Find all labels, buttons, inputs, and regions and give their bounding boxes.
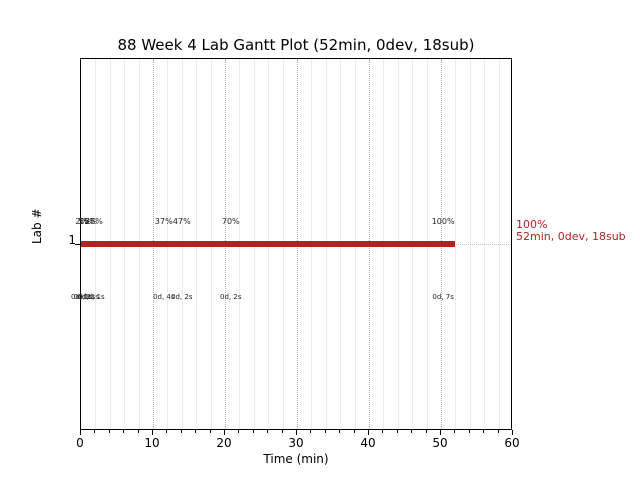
x-minor-tick-mark xyxy=(353,430,355,433)
x-tick-mark xyxy=(368,430,369,435)
chart-title: 88 Week 4 Lab Gantt Plot (52min, 0dev, 1… xyxy=(117,36,475,54)
x-minor-tick-mark xyxy=(166,430,168,433)
x-minor-tick-mark xyxy=(497,430,499,433)
x-minor-tick-mark xyxy=(411,430,413,433)
y-axis-label: Lab # xyxy=(30,208,44,244)
event-percent-label: 47% xyxy=(172,217,191,226)
event-devsub-label: 0d, 1s xyxy=(77,293,99,301)
x-tick-label: 40 xyxy=(360,436,376,450)
event-devsub-label: 0d, 2s xyxy=(171,293,193,301)
x-minor-tick-mark xyxy=(468,430,470,433)
event-percent-label: 100% xyxy=(431,217,455,226)
y-tick-mark xyxy=(75,244,80,245)
x-minor-tick-mark xyxy=(267,430,269,433)
x-tick-mark xyxy=(224,430,225,435)
x-minor-tick-mark xyxy=(209,430,211,433)
x-minor-tick-mark xyxy=(281,430,283,433)
x-tick-label: 10 xyxy=(144,436,160,450)
x-minor-tick-mark xyxy=(324,430,326,433)
event-devsub-label: 0d, 4s xyxy=(153,293,175,301)
x-tick-label: 50 xyxy=(432,436,448,450)
event-devsub-label: 0d, 1s xyxy=(83,293,105,301)
lab-progress-bar xyxy=(81,241,456,247)
event-devsub-label: 0d, 1s xyxy=(73,293,96,301)
x-tick-mark xyxy=(80,430,81,435)
x-minor-tick-mark xyxy=(483,430,485,433)
x-minor-tick-mark xyxy=(123,430,125,433)
event-devsub-label: 0d, 2s xyxy=(220,293,242,301)
x-tick-mark xyxy=(296,430,297,435)
x-tick-mark xyxy=(440,430,441,435)
x-minor-tick-mark xyxy=(252,430,254,433)
event-percent-label: 2% xyxy=(75,217,89,226)
event-percent-label: 28% xyxy=(85,217,103,226)
x-minor-tick-mark xyxy=(137,430,139,433)
event-percent-label: 5% xyxy=(78,217,91,226)
event-devsub-label: 0d, 7s xyxy=(432,293,454,301)
x-minor-tick-mark xyxy=(382,430,384,433)
completion-percent: 100% xyxy=(516,218,548,231)
y-tick-label: 1 xyxy=(68,233,76,247)
x-minor-tick-mark xyxy=(454,430,456,433)
x-minor-tick-mark xyxy=(310,430,312,433)
x-minor-tick-mark xyxy=(425,430,427,433)
x-minor-tick-mark xyxy=(238,430,240,433)
x-minor-tick-mark xyxy=(396,430,398,433)
x-tick-mark xyxy=(152,430,153,435)
completion-annotation: 100% 52min, 0dev, 18sub xyxy=(516,219,626,243)
x-tick-label: 20 xyxy=(216,436,232,450)
x-tick-label: 30 xyxy=(288,436,304,450)
x-tick-mark xyxy=(512,430,513,435)
x-minor-tick-mark xyxy=(180,430,182,433)
x-tick-label: 60 xyxy=(504,436,520,450)
event-percent-label: 70% xyxy=(221,217,240,226)
x-axis-label: Time (min) xyxy=(263,452,329,466)
event-devsub-label: 0d, 0s xyxy=(70,293,93,301)
plot-area: 2% 0d, 0s 5% 0d, 1s 25% 0d, 1s 28% 0d, 1s 37% 0d,… xyxy=(71,58,512,430)
x-minor-tick-mark xyxy=(94,430,96,433)
x-tick-label: 0 xyxy=(76,436,84,450)
event-percent-label: 37% xyxy=(154,217,173,226)
x-minor-tick-mark xyxy=(339,430,341,433)
x-minor-tick-mark xyxy=(195,430,197,433)
x-minor-tick-mark xyxy=(108,430,110,433)
event-percent-label: 25% xyxy=(79,217,98,226)
completion-summary: 52min, 0dev, 18sub xyxy=(516,230,626,243)
